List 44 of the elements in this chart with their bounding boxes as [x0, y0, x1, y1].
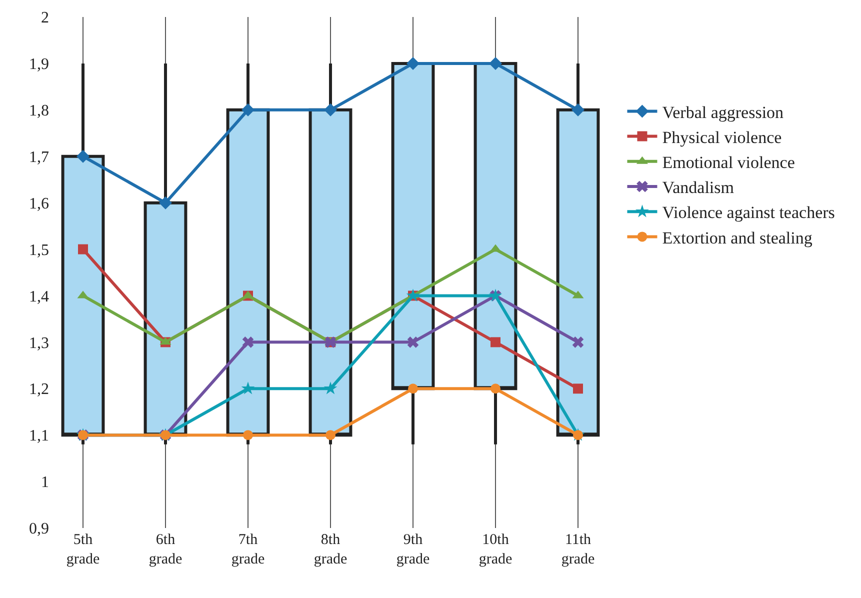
point: [573, 384, 583, 394]
legend-label: Physical violence: [662, 128, 782, 147]
x-tick-label: 11th grade: [561, 532, 595, 568]
point: [326, 430, 336, 440]
y-tick-label: 0,9: [29, 520, 49, 538]
y-tick-label: 1,3: [29, 334, 49, 352]
y-tick-label: 1,6: [29, 195, 49, 212]
point: [242, 103, 254, 116]
point: [572, 103, 584, 116]
x-tick-label: 9th grade: [396, 532, 430, 568]
point: [241, 382, 255, 394]
point: [490, 337, 500, 348]
y-tick-label: 1,9: [29, 56, 49, 74]
point: [489, 56, 502, 70]
legend-label: Extortion and stealing: [662, 228, 813, 248]
legend-label: Violence against teachers: [662, 203, 835, 222]
y-tick-label: 1,8: [29, 102, 49, 120]
y-tick-label: 1: [41, 474, 49, 492]
x-tick-label: 5th grade: [66, 532, 100, 568]
legend-label: Emotional violence: [662, 153, 795, 172]
legend-label: Verbal aggression: [662, 102, 784, 122]
point: [572, 336, 584, 348]
point: [408, 384, 418, 394]
y-tick-label: 1,7: [29, 148, 49, 166]
point: [324, 103, 337, 116]
x-tick-label: 8th grade: [314, 532, 348, 568]
legend-label: Vandalism: [662, 178, 734, 198]
point: [76, 150, 90, 163]
point: [243, 430, 253, 440]
y-tick-label: 1,4: [29, 288, 49, 306]
y-tick-label: 2: [41, 10, 49, 27]
x-tick-label: 10th grade: [478, 532, 512, 568]
point: [78, 244, 88, 254]
y-tick-label: 1,5: [29, 242, 49, 259]
point: [242, 336, 254, 348]
x-tick-label: 6th grade: [148, 532, 182, 568]
point: [324, 382, 338, 394]
point: [490, 384, 500, 394]
point: [159, 196, 172, 210]
point: [406, 56, 420, 70]
point: [407, 336, 419, 348]
x-tick-label: 7th grade: [231, 532, 265, 568]
y-tick-label: 1,1: [29, 428, 49, 445]
y-tick-label: 1,2: [29, 381, 49, 398]
